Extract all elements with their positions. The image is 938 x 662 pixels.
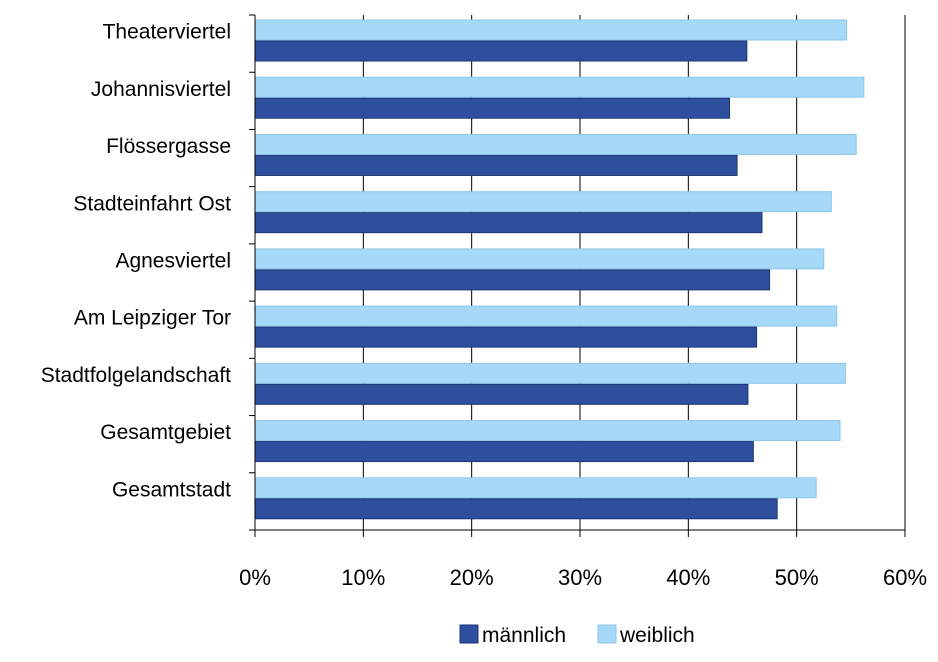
legend-label: männlich	[482, 624, 566, 647]
bar-maennlich	[254, 326, 758, 348]
category-label: Am Leipziger Tor	[74, 307, 231, 330]
x-tick-label: 60%	[883, 565, 927, 590]
category-label: Flössergasse	[106, 135, 231, 158]
bar-weiblich	[254, 305, 838, 327]
bar-weiblich	[254, 76, 865, 98]
bar-maennlich	[254, 97, 730, 119]
bar-weiblich	[254, 477, 817, 499]
bars	[254, 19, 865, 520]
category-label: Theaterviertel	[103, 21, 231, 44]
bar-weiblich	[254, 133, 857, 155]
bar-maennlich	[254, 269, 771, 291]
x-tick-label: 40%	[666, 565, 710, 590]
bar-maennlich	[254, 383, 749, 405]
x-tick-label: 0%	[239, 565, 271, 590]
category-labels: Theaterviertel Johannisviertel Flössergass…	[41, 21, 231, 502]
category-label: Agnesviertel	[115, 250, 231, 273]
legend-label: weiblich	[619, 624, 695, 647]
legend-swatch	[597, 624, 617, 644]
x-tick-label: 30%	[558, 565, 602, 590]
category-label: Johannisviertel	[91, 78, 231, 101]
bar-maennlich	[254, 212, 763, 234]
bar-weiblich	[254, 191, 832, 213]
bar-maennlich	[254, 441, 754, 463]
x-tick-labels: 0% 10% 20% 30% 40% 50% 60%	[239, 565, 927, 590]
bar-weiblich	[254, 248, 825, 270]
category-label: Gesamtstadt	[112, 478, 231, 501]
category-label: Stadtfolgelandschaft	[41, 364, 231, 387]
bar-weiblich	[254, 362, 846, 384]
x-tick-label: 10%	[341, 565, 385, 590]
bar-maennlich	[254, 498, 778, 520]
x-tick-label: 20%	[450, 565, 494, 590]
legend-swatch	[459, 624, 479, 644]
x-tick-label: 50%	[775, 565, 819, 590]
bar-weiblich	[254, 19, 847, 41]
bar-maennlich	[254, 154, 738, 176]
bar-weiblich	[254, 420, 841, 442]
bar-maennlich	[254, 40, 748, 62]
category-label: Stadteinfahrt Ost	[73, 192, 231, 215]
legend: männlich weiblich	[459, 624, 695, 647]
axes	[249, 14, 906, 537]
category-label: Gesamtgebiet	[100, 421, 231, 444]
